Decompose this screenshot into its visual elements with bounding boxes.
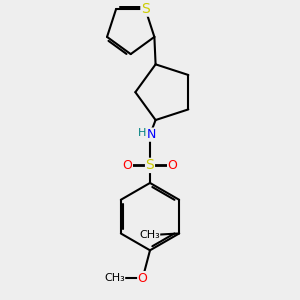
- Text: H: H: [138, 128, 146, 138]
- Text: N: N: [147, 128, 156, 141]
- Text: CH₃: CH₃: [139, 230, 160, 240]
- Text: O: O: [122, 159, 132, 172]
- Text: O: O: [138, 272, 148, 285]
- Text: O: O: [168, 159, 178, 172]
- Text: S: S: [146, 158, 154, 172]
- Text: S: S: [141, 2, 150, 16]
- Text: CH₃: CH₃: [104, 273, 125, 283]
